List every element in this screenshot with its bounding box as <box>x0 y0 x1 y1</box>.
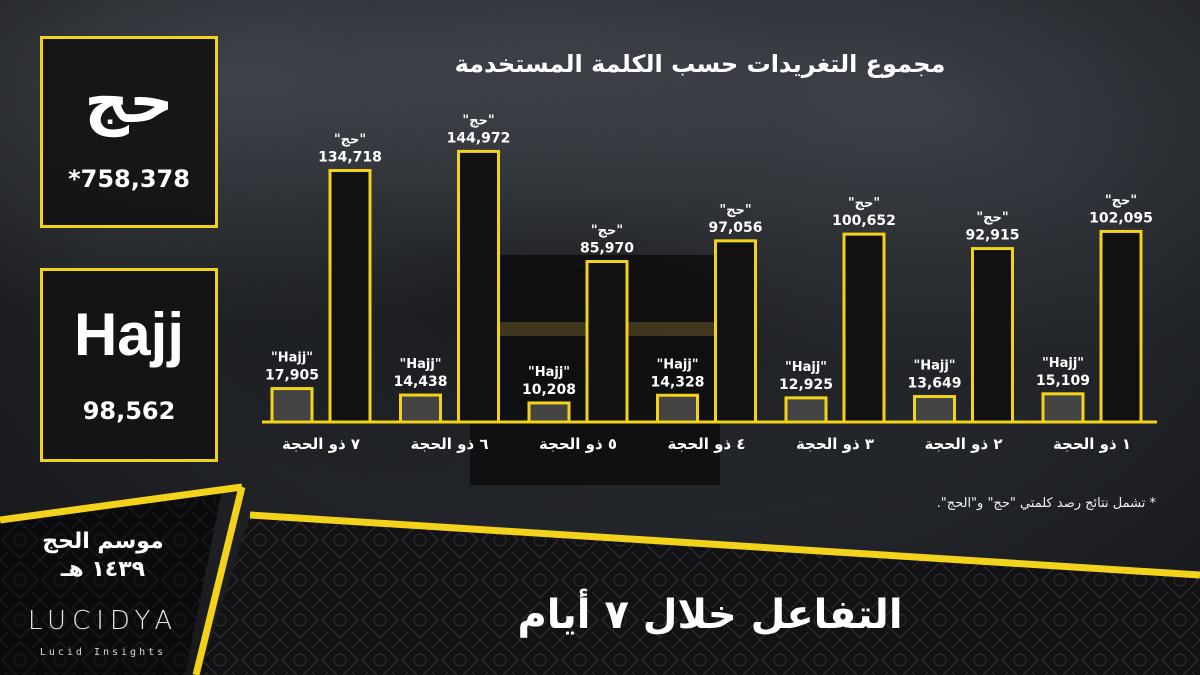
brand-logo-text: LUCIDYA <box>27 606 179 636</box>
series-label-hajj-arabic: "حج" <box>1105 193 1137 208</box>
category-label: ١ ذو الحجة <box>1053 435 1131 453</box>
bar-hajj <box>656 393 699 424</box>
series-label-hajj: "Hajj" <box>913 359 955 374</box>
english-word-total-box: Hajj 98,562 <box>40 268 218 462</box>
value-label-hajj: 14,328 <box>650 374 704 390</box>
season-line-1: موسم الحج <box>42 529 164 554</box>
series-label-hajj-arabic: "حج" <box>591 224 623 239</box>
bar-hajj-arabic <box>714 239 757 424</box>
value-label-hajj: 15,109 <box>1036 373 1090 389</box>
series-label-hajj-arabic: "حج" <box>334 133 366 148</box>
value-label-hajj-arabic: 102,095 <box>1089 210 1153 226</box>
value-label-hajj-arabic: 100,652 <box>832 213 896 229</box>
bar-hajj <box>1041 392 1085 424</box>
bar-hajj <box>399 393 442 424</box>
footnote: * تشمل نتائج رصد كلمتي "حج" و"الحج". <box>936 496 1156 511</box>
bar-hajj <box>270 387 314 424</box>
bar-hajj-arabic <box>585 260 629 424</box>
category-label: ٤ ذو الحجة <box>667 435 745 453</box>
series-label-hajj: "Hajj" <box>271 351 313 366</box>
series-label-hajj: "Hajj" <box>656 357 698 372</box>
season-line-2: ١٤٣٩ هـ <box>60 557 146 582</box>
series-label-hajj-arabic: "حج" <box>462 113 494 128</box>
value-label-hajj-arabic: 92,915 <box>965 228 1019 244</box>
english-word-total: 98,562 <box>82 397 176 425</box>
value-label-hajj-arabic: 97,056 <box>708 220 762 236</box>
series-label-hajj-arabic: "حج" <box>976 211 1008 226</box>
arabic-word-total: *758,378 <box>68 165 190 193</box>
arabic-word-label: حج <box>84 64 174 137</box>
category-label: ٦ ذو الحجة <box>410 435 488 453</box>
bar-hajj-arabic <box>1099 229 1143 424</box>
value-label-hajj: 10,208 <box>522 382 576 398</box>
category-label: ٢ ذو الحجة <box>924 435 1002 453</box>
arabic-word-total-box: حج *758,378 <box>40 36 218 228</box>
bar-hajj <box>527 401 571 424</box>
banner-title: التفاعل خلال ٧ أيام <box>517 592 903 638</box>
series-label-hajj: "Hajj" <box>528 365 570 380</box>
bar-hajj-arabic <box>328 169 372 424</box>
series-label-hajj-arabic: "حج" <box>848 196 880 211</box>
value-label-hajj-arabic: 85,970 <box>580 241 634 257</box>
series-label-hajj-arabic: "حج" <box>719 203 751 218</box>
value-label-hajj: 13,649 <box>907 376 961 392</box>
series-label-hajj: "Hajj" <box>399 357 441 372</box>
brand-tagline: Lucid Insights <box>39 647 167 658</box>
series-label-hajj: "Hajj" <box>1042 356 1084 371</box>
bar-hajj <box>913 395 956 424</box>
season-label: موسم الحج ١٤٣٩ هـ <box>18 528 188 584</box>
value-label-hajj-arabic: 134,718 <box>318 150 382 166</box>
bar-hajj-arabic <box>457 149 500 424</box>
value-label-hajj-arabic: 144,972 <box>447 130 511 146</box>
bar-hajj-arabic <box>971 247 1014 424</box>
category-label: ٧ ذو الحجة <box>282 435 360 453</box>
category-label: ٥ ذو الحجة <box>539 435 617 453</box>
category-label: ٣ ذو الحجة <box>796 435 874 453</box>
series-label-hajj: "Hajj" <box>785 360 827 375</box>
bar-hajj <box>784 396 828 424</box>
english-word-label: Hajj <box>73 301 185 368</box>
bar-hajj-arabic <box>842 232 886 424</box>
value-label-hajj: 17,905 <box>265 368 319 384</box>
value-label-hajj: 14,438 <box>393 374 447 390</box>
chart-title: مجموع التغريدات حسب الكلمة المستخدمة <box>454 50 946 78</box>
value-label-hajj: 12,925 <box>779 377 833 393</box>
